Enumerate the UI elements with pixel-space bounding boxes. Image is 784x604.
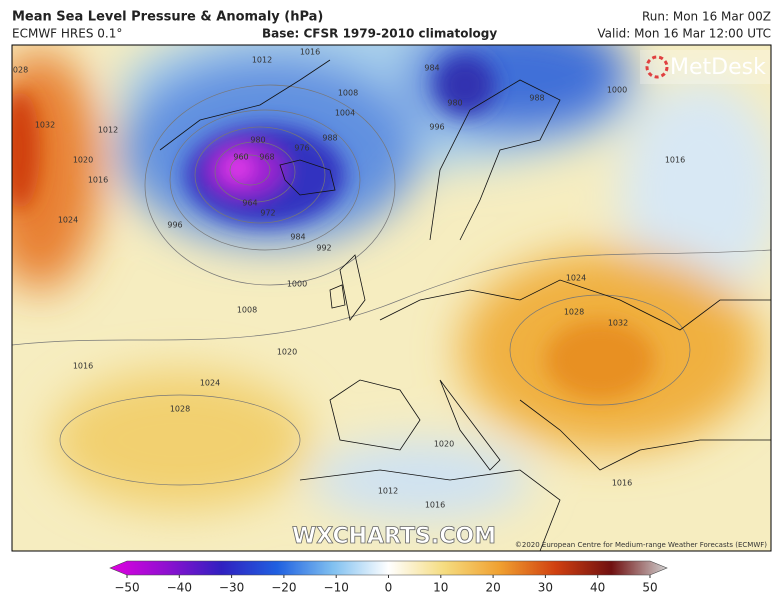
isobar-label: 1024 [200,379,220,388]
isobar-label: 1000 [607,86,627,95]
colorbar: −50 −40 −30 −20 −10 0 10 20 30 40 50 [109,560,668,595]
isobar-label: 1016 [425,501,445,510]
isobar-label: 1012 [252,56,272,65]
colorbar-tick-label: 20 [485,581,500,595]
colorbar-tick-label: 40 [590,581,605,595]
isobar-label: 1004 [335,109,355,118]
colorbar-tick-label: 30 [538,581,553,595]
isobar-label: 1016 [300,48,320,57]
colorbar-tick-label: 10 [433,581,448,595]
colorbar-tick-label: −30 [219,581,244,595]
isobar-label: 960 [233,153,248,162]
isobar-label: 984 [424,64,439,73]
isobar-label: 1028 [170,405,190,414]
isobar-label: 1020 [73,156,93,165]
isobar-label: 1016 [73,362,93,371]
isobar-label: 1028 [564,308,584,317]
isobar-label: 1016 [612,479,632,488]
colorbar-tick-label: 0 [385,581,393,595]
isobar-label: 972 [260,209,275,218]
isobar-label: 1020 [434,440,454,449]
colorbar-tick-label: −40 [167,581,192,595]
isobar-label: 1008 [338,89,358,98]
isobar-label: 1012 [98,126,118,135]
model: ECMWF HRES 0.1° [12,27,122,41]
isobar-label: 988 [322,134,337,143]
run: Run: Mon 16 Mar 00Z [642,10,771,24]
colorbar-tick-label: −10 [324,581,349,595]
colorbar-tick-label: −50 [114,581,139,595]
isobar-label: 980 [250,136,265,145]
isobar-label: 1024 [58,216,78,225]
isobar-label: 1028 [8,66,28,75]
colorbar-tick-label: −20 [271,581,296,595]
watermark: WXCHARTS.COM [292,524,496,549]
isobar-label: 1016 [88,176,108,185]
isobar-label: 1012 [378,487,398,496]
isobar-label: 1024 [566,274,586,283]
isobar-label: 1016 [665,156,685,165]
isobar-label: 1000 [287,280,307,289]
isobar-label: 1008 [237,306,257,315]
isobar-label: 1032 [608,319,628,328]
isobar-label: 980 [447,99,462,108]
isobar-label: 1032 [35,121,55,130]
valid: Valid: Mon 16 Mar 12:00 UTC [597,27,771,41]
isobar-label: 976 [294,144,309,153]
colorbar-tick-label: 50 [642,581,657,595]
copyright: ©2020 European Centre for Medium-range W… [515,541,767,549]
isobar-label: 1020 [277,348,297,357]
isobar-label: 992 [316,244,331,253]
title: Mean Sea Level Pressure & Anomaly (hPa) [12,10,323,25]
isobar-label: 996 [429,123,444,132]
isobar-label: 988 [529,94,544,103]
map-frame [11,44,772,552]
isobar-label: 996 [167,221,182,230]
logo: MetDesk [670,55,766,80]
base: Base: CFSR 1979-2010 climatology [262,27,497,41]
isobar-label: 964 [242,199,257,208]
isobar-label: 984 [290,233,305,242]
isobar-label: 968 [259,153,274,162]
map: 1028 1032 1020 1016 1024 1012 1012 1016 1008 1004… [8,45,771,551]
